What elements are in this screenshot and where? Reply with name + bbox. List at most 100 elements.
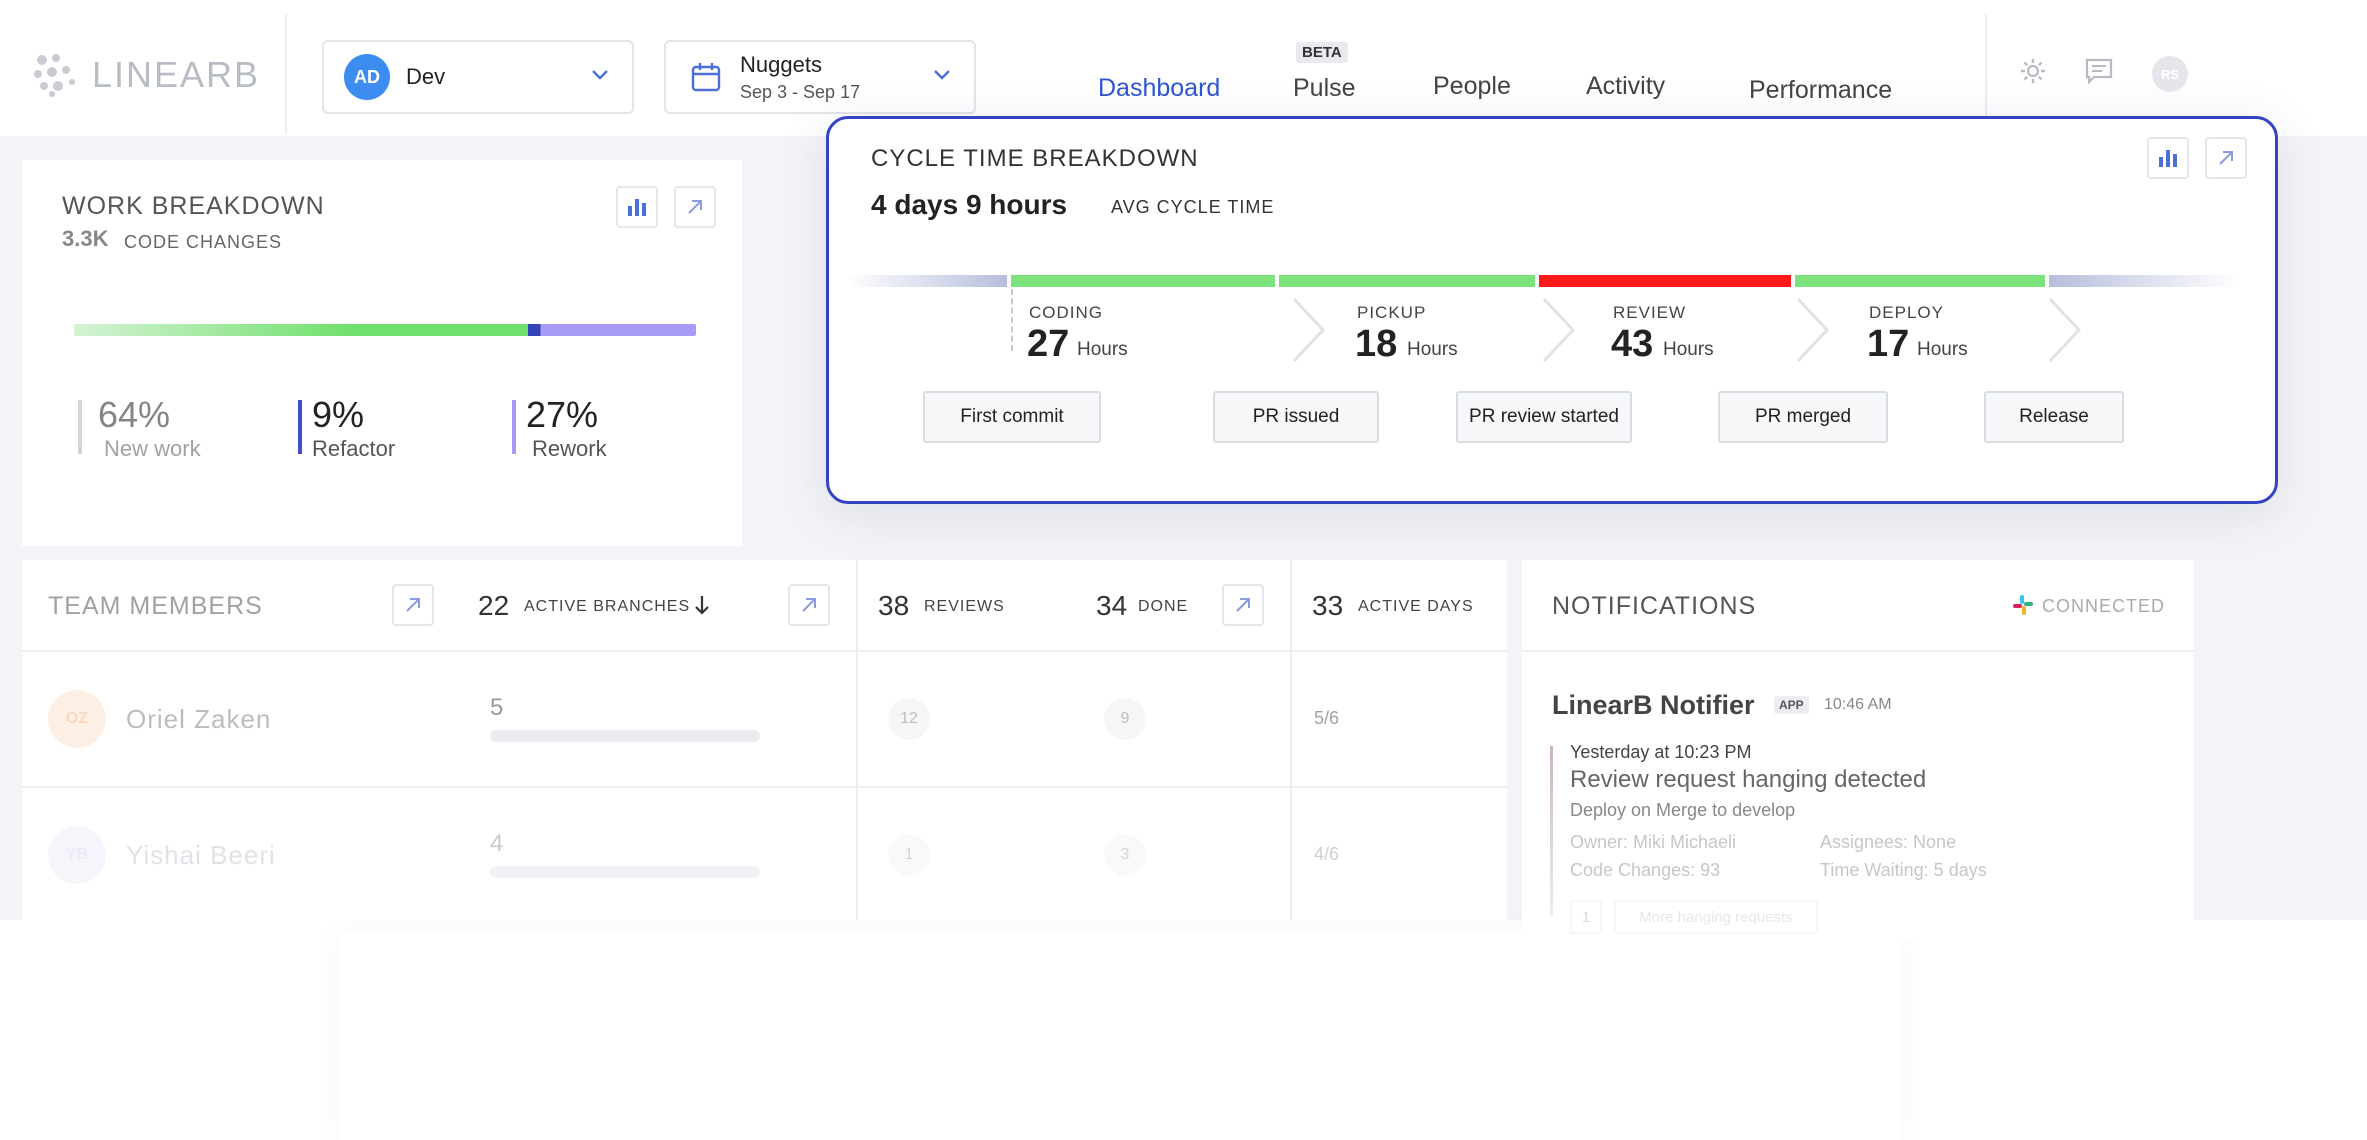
expand-button[interactable] [2205, 137, 2247, 179]
row-divider [1522, 650, 2194, 652]
active-branches-count: 22 [478, 590, 510, 621]
pr-review-started-event[interactable]: PR review started [1456, 391, 1632, 443]
nav-activity[interactable]: Activity [1586, 72, 1666, 100]
chart-toggle-button[interactable] [616, 186, 658, 228]
cycle-time-title: CYCLE TIME BREAKDOWN [871, 145, 1199, 172]
arrow-up-right-icon [2219, 151, 2233, 165]
review-segment [1539, 275, 1791, 287]
reviews-count: 1 [888, 834, 930, 876]
iteration-select[interactable]: Nuggets Sep 3 - Sep 17 [664, 40, 976, 114]
avatar: YB [48, 826, 106, 884]
chart-toggle-button[interactable] [2147, 137, 2189, 179]
done-count: 34 [1096, 590, 1128, 621]
member-name: Oriel Zaken [126, 704, 272, 734]
expand-button[interactable] [392, 584, 434, 626]
reviews-count: 38 [878, 590, 910, 621]
rework-label: Rework [532, 436, 607, 461]
code-changes-label: CODE CHANGES [124, 232, 283, 252]
avg-cycle-time-value: 4 days 9 hours [871, 189, 1068, 220]
divider [1985, 14, 1987, 134]
cycle-time-card: CYCLE TIME BREAKDOWN 4 days 9 hours AVG … [826, 116, 2278, 504]
deploy-segment [1795, 275, 2045, 287]
notification-time: 10:46 AM [1824, 696, 1892, 713]
expand-button[interactable] [788, 584, 830, 626]
pr-issued-event[interactable]: PR issued [1213, 391, 1379, 443]
feedback-icon[interactable] [2084, 56, 2114, 86]
first-commit-marker [1011, 289, 1013, 351]
slack-icon [2013, 595, 2033, 615]
work-breakdown-card: WORK BREAKDOWN 3.3K CODE CHANGES 64% New… [22, 160, 742, 546]
arrow-down-icon[interactable] [692, 594, 712, 616]
brand-name: LINEARB [92, 54, 261, 95]
nav-dashboard[interactable]: Dashboard [1098, 74, 1221, 102]
owner: Owner: Miki Michaeli [1570, 832, 1737, 852]
pickup-segment [1279, 275, 1535, 287]
active-days-label: ACTIVE DAYS [1358, 598, 1474, 615]
app-badge: APP [1774, 696, 1809, 714]
bar-chart-icon [628, 199, 646, 216]
more-requests-button[interactable]: More hanging requests [1614, 900, 1818, 934]
code-changes: Code Changes: 93 [1570, 860, 1721, 880]
expand-button[interactable] [674, 186, 716, 228]
refactor-value: 9% [312, 394, 365, 435]
chevron-right-icon [1542, 297, 1576, 363]
gear-icon[interactable] [2018, 56, 2048, 86]
new-work-label: New work [104, 436, 201, 461]
column-divider [856, 560, 858, 920]
team-select-label: Dev [406, 64, 446, 89]
pickup-label: PICKUP [1357, 303, 1427, 322]
pickup-unit: Hours [1407, 339, 1458, 360]
item-subtitle: Deploy on Merge to develop [1570, 800, 1796, 820]
notifications-title: NOTIFICATIONS [1552, 592, 1757, 620]
done-label: DONE [1138, 598, 1189, 615]
team-members-card: TEAM MEMBERS 22 ACTIVE BRANCHES 38 REVIE… [22, 560, 1507, 920]
top-bar: LINEARB AD Dev Nuggets Sep 3 - Sep 17 Da… [0, 0, 2367, 136]
message-accent-bar [1550, 746, 1553, 916]
stat-marker [298, 400, 302, 454]
deploy-value: 17 [1867, 323, 1910, 365]
coding-value: 27 [1027, 323, 1070, 365]
time-waiting: Time Waiting: 5 days [1820, 860, 1987, 880]
deploy-unit: Hours [1917, 339, 1968, 360]
branches-bar [490, 866, 760, 878]
done-count: 9 [1104, 698, 1146, 740]
notifier-name: LinearB Notifier [1552, 690, 1755, 720]
timeline-start [847, 275, 1007, 287]
branches-count: 4 [490, 830, 504, 857]
bar-chart-icon [2159, 150, 2177, 167]
new-work-value: 64% [98, 394, 171, 435]
release-event[interactable]: Release [1984, 391, 2124, 443]
notifications-card: NOTIFICATIONS CONNECTED LinearB Notifier… [1522, 560, 2194, 940]
team-members-title: TEAM MEMBERS [48, 592, 263, 620]
count-button[interactable]: 1 [1570, 900, 1602, 934]
work-breakdown-bar [74, 324, 696, 336]
team-select[interactable]: AD Dev [322, 40, 634, 114]
item-title: Review request hanging detected [1570, 766, 1927, 793]
nav-pulse[interactable]: Pulse [1293, 74, 1356, 102]
refactor-label: Refactor [312, 436, 396, 461]
review-label: REVIEW [1613, 303, 1687, 322]
linearb-logo-icon [34, 54, 75, 97]
chevron-right-icon [2048, 297, 2082, 363]
chevron-down-icon [592, 70, 608, 80]
active-branches-label: ACTIVE BRANCHES [524, 598, 691, 615]
brand-logo[interactable]: LINEARB [32, 52, 260, 98]
nav-people[interactable]: People [1433, 72, 1511, 100]
expand-button[interactable] [1222, 584, 1264, 626]
code-changes-count: 3.3K [62, 226, 109, 251]
chevron-right-icon [1796, 297, 1830, 363]
first-commit-event[interactable]: First commit [923, 391, 1101, 443]
connection-status: CONNECTED [2042, 596, 2166, 616]
reviews-label: REVIEWS [924, 598, 1005, 615]
assignees: Assignees: None [1820, 832, 1957, 852]
branches-bar [490, 730, 760, 742]
row-divider [22, 786, 1507, 788]
nav-performance[interactable]: Performance [1749, 76, 1893, 104]
done-count: 3 [1104, 834, 1146, 876]
divider [285, 14, 287, 134]
arrow-up-right-icon [1236, 598, 1250, 612]
review-value: 43 [1611, 323, 1654, 365]
pr-merged-event[interactable]: PR merged [1718, 391, 1888, 443]
rework-value: 27% [526, 394, 599, 435]
user-avatar[interactable]: RS [2152, 56, 2188, 92]
